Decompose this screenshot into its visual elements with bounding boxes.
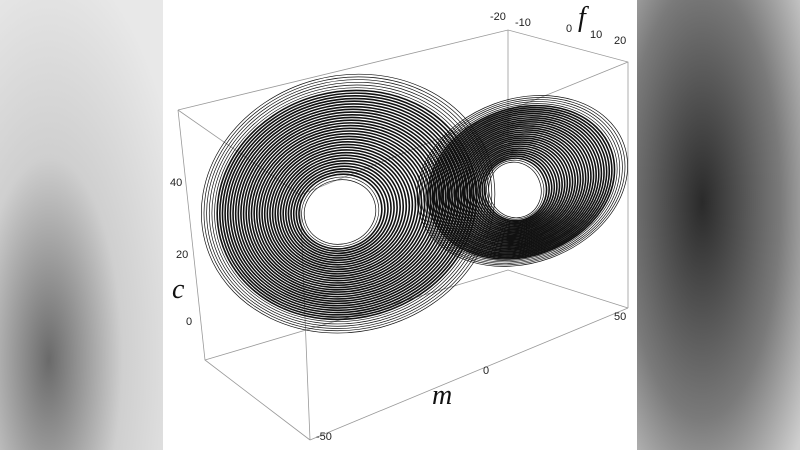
- orbit: [261, 135, 426, 282]
- orbit: [477, 151, 556, 226]
- orbit: [292, 168, 389, 255]
- tick-label: 20: [176, 249, 188, 261]
- orbit: [457, 133, 579, 240]
- tick-label: 0: [566, 23, 572, 35]
- orbit: [423, 101, 621, 263]
- orbit: [488, 161, 542, 219]
- orbit: [279, 154, 405, 266]
- tick-label: -10: [515, 17, 531, 29]
- tick-label: -20: [490, 11, 506, 23]
- orbit: [453, 129, 584, 243]
- orbit: [303, 179, 377, 245]
- orbit: [287, 162, 395, 259]
- orbit: [269, 143, 417, 275]
- tick-label: 10: [590, 29, 602, 41]
- orbit: [464, 139, 571, 235]
- orbit: [418, 97, 626, 266]
- tick-label: 50: [614, 311, 626, 323]
- orbit: [486, 159, 545, 220]
- orbit: [282, 157, 401, 264]
- orbit: [444, 121, 595, 248]
- axis-label-m: m: [432, 380, 452, 411]
- orbit: [427, 104, 616, 260]
- orbit: [459, 135, 577, 238]
- blur-left: [0, 0, 163, 450]
- blur-right: [637, 0, 800, 450]
- tick-label: -50: [316, 431, 332, 443]
- bounding-box: [177, 29, 629, 441]
- orbit: [266, 141, 420, 277]
- orbit: [461, 137, 574, 237]
- orbit: [216, 89, 478, 321]
- orbit: [298, 173, 383, 250]
- orbit: [448, 125, 590, 246]
- orbit: [250, 124, 438, 291]
- orbit: [431, 108, 611, 257]
- orbit: [479, 153, 553, 225]
- orbit: [301, 176, 380, 247]
- attractor: [201, 73, 628, 334]
- orbit: [277, 151, 408, 268]
- orbit: [203, 76, 493, 332]
- axis-label-c: c: [172, 274, 185, 305]
- orbit: [481, 155, 550, 223]
- tick-label: 20: [614, 35, 626, 47]
- orbit: [284, 159, 398, 262]
- orbit: [425, 103, 618, 261]
- orbit: [455, 131, 582, 241]
- orbit: [483, 157, 548, 222]
- orbit: [290, 165, 392, 257]
- orbit: [433, 110, 608, 256]
- orbit: [474, 149, 558, 228]
- orbit: [295, 170, 386, 252]
- orbit: [416, 95, 628, 267]
- orbit: [435, 112, 605, 254]
- orbit: [274, 149, 411, 271]
- orbit: [242, 116, 447, 298]
- tick-label: 0: [483, 365, 489, 377]
- orbit: [258, 132, 429, 284]
- orbit: [472, 147, 561, 229]
- orbit: [451, 127, 587, 244]
- tick-label: 40: [170, 177, 182, 189]
- orbit: [466, 141, 569, 234]
- orbit: [440, 116, 600, 251]
- orbit: [214, 87, 480, 323]
- orbit: [429, 106, 613, 259]
- orbit: [442, 119, 597, 250]
- tick-label: 0: [186, 316, 192, 328]
- orbit: [438, 114, 603, 253]
- orbit: [271, 146, 414, 273]
- orbit: [446, 123, 592, 247]
- orbit: [232, 105, 460, 307]
- orbit: [421, 99, 623, 264]
- orbit: [468, 143, 566, 232]
- axis-label-f: f: [578, 2, 589, 33]
- orbit: [470, 145, 563, 231]
